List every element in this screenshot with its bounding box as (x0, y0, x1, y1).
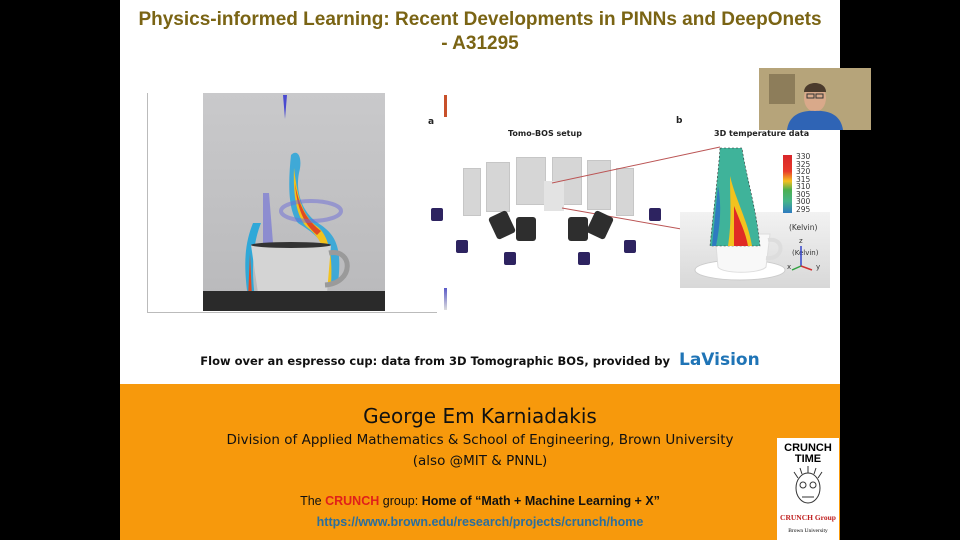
legend-value: 295 (796, 204, 811, 214)
x-axis-label: x (787, 263, 792, 271)
temperature-unit: (Kelvin) (792, 249, 819, 257)
temperature-legend: 330 325 320 315 310 305 300 295 (796, 153, 810, 213)
title-line-2: - A31295 (441, 33, 519, 54)
led-camera-icon (504, 252, 516, 265)
background-screen (463, 168, 481, 216)
lavision-logo: LaVision (678, 350, 760, 370)
camera-icon (516, 217, 536, 241)
espresso-cup-photo (203, 93, 385, 311)
caption-text: Flow over an espresso cup: data from 3D … (200, 354, 670, 368)
legend-value: 305 (796, 189, 811, 199)
background-screen (486, 162, 510, 212)
background-screen (616, 168, 634, 216)
led-camera-icon (578, 252, 590, 265)
affiliation-also: (also @MIT & PNNL) (412, 453, 548, 469)
panel-a-title: Tomo-BOS setup (508, 129, 582, 138)
led-camera-icon (456, 240, 468, 253)
cup-sample (544, 181, 564, 211)
temperature-plume (709, 147, 761, 247)
background-screen (516, 157, 546, 205)
legend-value: 320 (796, 167, 811, 176)
led-camera-icon (431, 208, 443, 221)
crunch-name: CRUNCH (325, 494, 380, 508)
figure-caption: Flow over an espresso cup: data from 3D … (120, 350, 840, 370)
temperature-colorbar (783, 155, 792, 213)
crunch-prefix: The (300, 494, 322, 508)
led-camera-icon (624, 240, 636, 253)
x-axis (147, 312, 437, 313)
crunch-url-link[interactable]: https://www.brown.edu/research/projects/… (316, 515, 644, 529)
author-banner: George Em Karniadakis Division of Applie… (120, 384, 840, 540)
einstein-caricature-icon (793, 466, 823, 504)
crunch-tagline: The CRUNCH group: Home of “Math + Machin… (120, 494, 840, 508)
title-line-1: Physics-informed Learning: Recent Develo… (138, 9, 822, 30)
author-name: George Em Karniadakis (363, 404, 597, 428)
crunch-time-logo: CRUNCH TIME CRUNCH Group Brown Universit… (777, 438, 839, 540)
temperature-unit-label: (Kelvin) (789, 223, 818, 232)
panel-a-label: a (428, 117, 435, 127)
crunch-mid: group: (382, 494, 419, 508)
legend-value: 325 (796, 159, 811, 169)
affiliation: Division of Applied Mathematics & School… (226, 432, 734, 448)
presenter-video (759, 68, 871, 130)
legend-value: 300 (796, 197, 811, 206)
crunch-tagline-text: Home of “Math + Machine Learning + X” (421, 494, 660, 508)
y-axis (147, 93, 148, 313)
logo-line-2: TIME (794, 453, 822, 465)
y-axis-label: y (816, 263, 821, 271)
colorbar-top (444, 95, 447, 117)
slide-title: Physics-informed Learning: Recent Develo… (120, 8, 840, 56)
led-camera-icon (649, 208, 661, 221)
camera-icon (568, 217, 588, 241)
logo-group: CRUNCH Group (780, 513, 836, 522)
legend-value: 310 (796, 182, 811, 191)
panel-b-title: 3D temperature data (714, 129, 810, 138)
panel-b-label: b (676, 116, 683, 126)
legend-value: 315 (796, 174, 811, 184)
presenter-webcam (759, 68, 871, 130)
bos-flow-plot (145, 93, 447, 318)
logo-line-1: CRUNCH (784, 442, 832, 454)
colorbar-bottom (444, 288, 447, 310)
slide: Physics-informed Learning: Recent Develo… (120, 0, 840, 540)
z-axis-label: z (799, 237, 803, 245)
background-screen (587, 160, 611, 210)
legend-value: 330 (796, 152, 811, 161)
logo-university: Brown University (788, 528, 828, 534)
